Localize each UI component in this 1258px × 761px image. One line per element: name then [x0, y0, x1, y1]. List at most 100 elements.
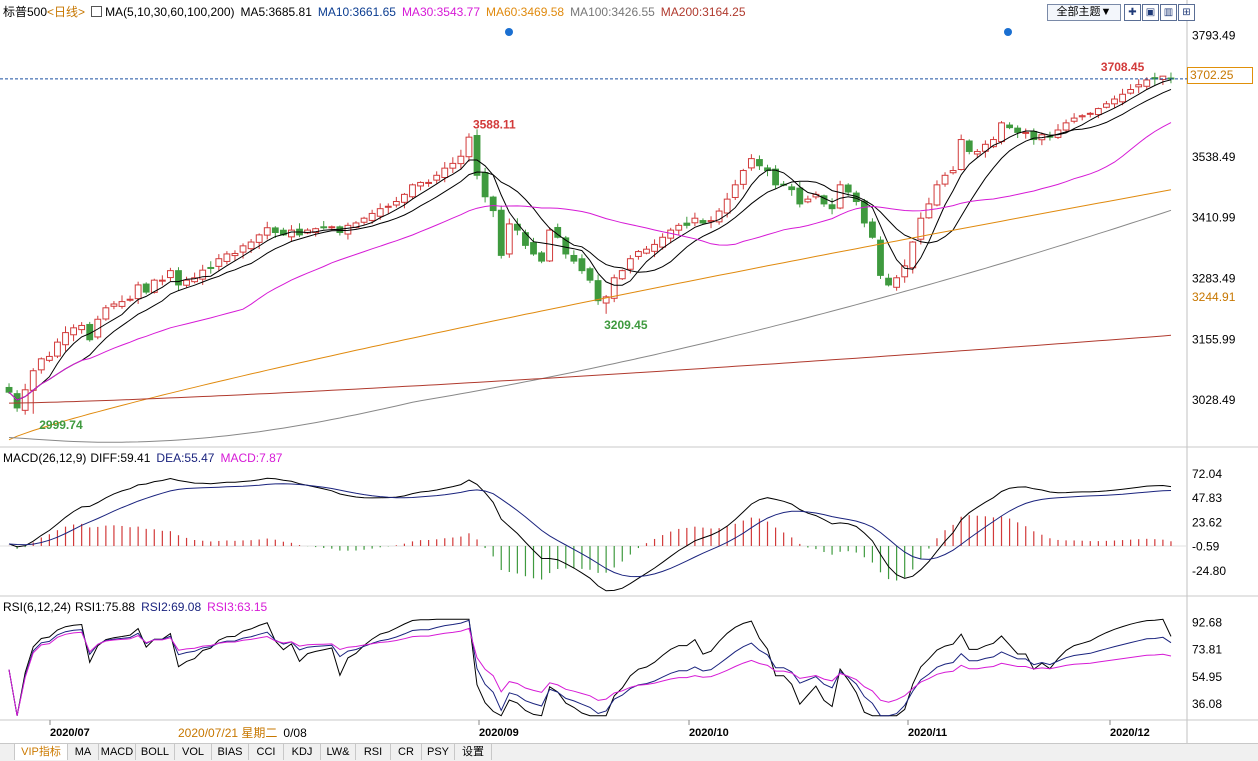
tab-kdj[interactable]: KDJ	[284, 744, 321, 760]
candle	[715, 210, 723, 223]
tab-boll[interactable]: BOLL	[136, 744, 175, 760]
macd-tick-label: -24.80	[1192, 564, 1226, 578]
candle	[844, 184, 852, 193]
price-tick-label: 3283.49	[1192, 272, 1236, 286]
cursor-extra: 0/08	[283, 726, 307, 740]
macd-tick-label: 72.04	[1192, 467, 1222, 481]
ma200-value: MA200:3164.25	[660, 5, 746, 19]
candle	[1094, 108, 1102, 116]
ma100-value: MA100:3426.55	[570, 5, 655, 19]
event-marker-2[interactable]	[1004, 28, 1012, 36]
chart-icon[interactable]: ▥	[1160, 4, 1177, 21]
rsi2-line	[8, 619, 1172, 717]
ma200-line	[8, 334, 1172, 404]
candle	[998, 122, 1005, 143]
candle	[497, 209, 505, 256]
candle	[933, 184, 941, 206]
candle	[772, 168, 779, 186]
tab-ma[interactable]: MA	[68, 744, 99, 760]
crosshair-icon[interactable]: ✚	[1124, 4, 1141, 21]
price-tick-label: 3538.49	[1192, 150, 1236, 164]
candle	[328, 226, 336, 229]
tab-settings[interactable]: 设置	[455, 744, 492, 760]
tab-bias[interactable]: BIAS	[212, 744, 249, 760]
ma10-line	[8, 88, 1172, 401]
candle	[62, 332, 69, 346]
candle	[925, 203, 933, 219]
tab-cr[interactable]: CR	[391, 744, 422, 760]
candle	[643, 248, 650, 254]
candle	[949, 170, 957, 174]
period-selector[interactable]: <日线>	[47, 5, 86, 19]
macd-value: MACD:7.87	[220, 451, 283, 465]
tab-scroll-left[interactable]	[0, 744, 15, 760]
theme-button[interactable]: 全部主题▼	[1047, 4, 1121, 21]
candle	[376, 208, 384, 217]
price-annotation: 3708.45	[1101, 60, 1145, 74]
candle	[13, 393, 21, 409]
chart-canvas[interactable]: 3028.49 3155.99 3283.49 3410.99 3538.49 3793.…	[0, 0, 1258, 743]
candle	[1070, 117, 1078, 122]
tab-rsi[interactable]: RSI	[356, 744, 391, 760]
candle	[29, 370, 37, 391]
price-tick-label: 3410.99	[1192, 211, 1236, 225]
window-icon[interactable]: ▣	[1142, 4, 1159, 21]
candle	[21, 389, 29, 411]
candle	[239, 245, 247, 253]
candle	[699, 220, 707, 224]
last-price-tag: 3702.25	[1187, 67, 1253, 84]
ma-icon[interactable]	[91, 6, 103, 17]
rsi-header: RSI(6,12,24) RSI1:75.88 RSI2:69.08 RSI3:63.…	[3, 600, 273, 614]
candle	[941, 174, 949, 185]
candle	[530, 242, 537, 255]
candle	[578, 258, 586, 272]
candle	[957, 139, 965, 170]
candle	[37, 358, 45, 371]
candle	[401, 193, 408, 203]
cursor-date-text: 2020/07/21 星期二	[178, 726, 278, 740]
rsi-tick-label: 54.95	[1192, 670, 1222, 684]
candle	[917, 217, 925, 240]
x-tick-label: 2020/09	[479, 727, 519, 739]
candle	[602, 296, 610, 304]
candle	[449, 162, 457, 169]
candle	[409, 184, 416, 198]
ma30-value: MA30:3543.77	[401, 5, 480, 19]
candle	[191, 277, 199, 283]
candle	[247, 241, 255, 250]
candle	[893, 277, 901, 288]
candle	[271, 227, 279, 234]
candle	[433, 174, 441, 181]
rsi-tick-label: 73.81	[1192, 643, 1222, 657]
ma60-value: MA60:3469.58	[486, 5, 565, 19]
tab-vip[interactable]: VIP指标	[15, 744, 68, 760]
candle	[1159, 75, 1167, 81]
candle	[731, 184, 739, 198]
candle	[441, 167, 449, 178]
cursor-date: 2020/07/21 星期二 0/08	[178, 726, 313, 740]
candle	[118, 301, 126, 307]
tab-vol[interactable]: VOL	[175, 744, 212, 760]
candle	[1127, 89, 1135, 94]
candle	[54, 341, 61, 357]
macd-header: MACD(26,12,9) DIFF:59.41 DEA:55.47 MACD:7.8…	[3, 451, 288, 465]
candle	[1151, 77, 1159, 80]
tab-psy[interactable]: PSY	[422, 744, 455, 760]
rsi-tick-label: 36.08	[1192, 697, 1222, 711]
tab-lw[interactable]: LW&	[321, 744, 356, 760]
candle	[312, 228, 320, 234]
candle	[909, 241, 917, 269]
candle	[804, 198, 812, 203]
tab-macd[interactable]: MACD	[99, 744, 136, 760]
candle	[586, 268, 594, 281]
macd-dea: DEA:55.47	[156, 451, 215, 465]
tab-cci[interactable]: CCI	[249, 744, 284, 760]
candle	[158, 279, 166, 282]
event-marker-1[interactable]	[505, 28, 513, 36]
candle	[360, 217, 368, 223]
candle	[570, 254, 578, 262]
ma5-value: MA5:3685.81	[240, 5, 312, 19]
zoom-icon[interactable]: ⊞	[1178, 4, 1195, 21]
ma-level-label: 3244.91	[1192, 290, 1236, 304]
candle	[288, 229, 295, 238]
